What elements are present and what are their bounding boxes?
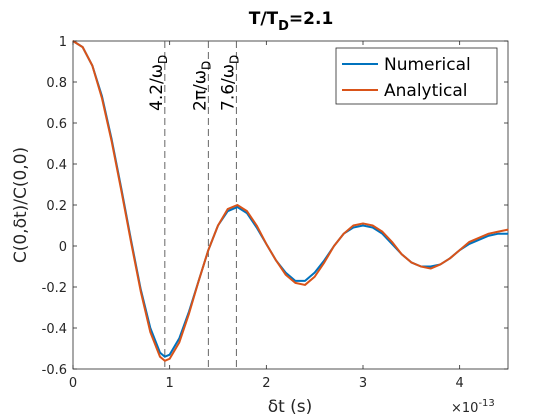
data-point-analytical [217, 224, 219, 227]
data-point-analytical [130, 241, 132, 243]
x-tick-label: 0 [69, 376, 77, 391]
data-point-analytical [488, 233, 490, 235]
data-point-analytical [82, 46, 84, 48]
data-point-numerical [468, 243, 470, 245]
tick-layer: 0 1 2 3 4 -0.6 -0.4 -0.2 0 0.2 0.4 0.6 0.8 1 [42, 35, 508, 391]
data-point-analytical [449, 257, 451, 259]
data-point-numerical [314, 272, 316, 274]
data-point-numerical [159, 352, 161, 354]
x-tick-label: 3 [359, 376, 367, 391]
data-point-analytical [101, 97, 103, 99]
data-point-numerical [507, 233, 509, 235]
y-tick-label: 0 [59, 240, 67, 255]
data-point-numerical [304, 280, 306, 282]
data-point-analytical [227, 208, 229, 210]
legend-label-numerical: Numerical [384, 55, 471, 75]
y-tick-label: 0.4 [46, 158, 67, 173]
data-point-analytical [314, 276, 316, 278]
data-point-analytical [381, 231, 383, 233]
y-axis-label: C(0,δt)/C(0,0) [11, 147, 31, 263]
data-point-analytical [159, 356, 161, 358]
data-point-analytical [164, 360, 166, 362]
x-axis-exponent: ×10-13 [451, 398, 495, 416]
data-point-numerical [352, 226, 354, 229]
data-point-analytical [285, 274, 287, 276]
data-point-analytical [207, 249, 209, 251]
annotation-label: 7.6/ωD [218, 55, 241, 111]
data-point-numerical [164, 356, 166, 358]
x-tick-label: 4 [456, 376, 464, 391]
y-tick-label: 0.6 [46, 117, 67, 132]
data-point-numerical [236, 206, 238, 208]
data-point-analytical [236, 204, 238, 206]
data-point-analytical [439, 263, 441, 266]
data-point-analytical [120, 190, 122, 192]
annotation-layer: 4.2/ωD 2π/ωD 7.6/ωD [147, 41, 241, 369]
data-point-numerical [430, 265, 432, 268]
data-point-analytical [507, 229, 509, 231]
y-tick-label: -0.2 [42, 281, 67, 296]
data-point-analytical [323, 261, 325, 263]
data-point-analytical [304, 284, 306, 286]
data-point-analytical [459, 249, 461, 251]
data-point-analytical [430, 267, 432, 270]
data-point-analytical [294, 282, 296, 284]
data-point-analytical [372, 224, 374, 227]
data-point-analytical [246, 210, 248, 212]
x-axis-label: δt (s) [268, 397, 313, 417]
data-point-analytical [497, 231, 499, 233]
data-point-analytical [333, 245, 335, 247]
data-point-analytical [188, 313, 190, 315]
y-tick-label: 0.8 [46, 76, 67, 91]
data-point-analytical [140, 290, 142, 292]
data-point-analytical [149, 331, 151, 333]
x-tick-label: 1 [166, 376, 174, 391]
data-point-numerical [372, 226, 374, 229]
data-point-numerical [488, 235, 490, 237]
data-point-analytical [468, 241, 470, 243]
legend: Numerical Analytical [335, 47, 498, 105]
data-point-analytical [178, 341, 180, 343]
data-point-analytical [391, 241, 393, 243]
data-point-analytical [275, 259, 277, 261]
data-point-analytical [362, 222, 364, 225]
data-point-analytical [169, 358, 171, 360]
data-point-analytical [420, 265, 422, 268]
series-layer [72, 40, 509, 362]
annotation-label: 2π/ωD [190, 61, 213, 111]
data-point-numerical [478, 239, 480, 241]
data-point-numerical [497, 233, 499, 235]
data-point-analytical [265, 243, 267, 245]
y-tick-label: -0.4 [42, 322, 67, 337]
legend-label-analytical: Analytical [384, 81, 467, 101]
y-tick-label: -0.6 [42, 363, 67, 378]
data-point-analytical [91, 65, 93, 67]
data-point-analytical [478, 237, 480, 239]
y-tick-label: 0.2 [46, 199, 67, 214]
x-tick-label: 2 [262, 376, 270, 391]
legend-box [335, 47, 498, 105]
chart-title: T/TD=2.1 [249, 9, 334, 34]
y-tick-label: 1 [59, 35, 67, 50]
data-point-analytical [198, 280, 200, 282]
data-point-analytical [256, 224, 258, 227]
data-point-numerical [169, 354, 171, 356]
data-point-numerical [362, 224, 364, 227]
data-point-analytical [410, 261, 412, 263]
data-point-analytical [352, 224, 354, 227]
data-point-analytical [343, 233, 345, 235]
data-point-analytical [111, 140, 113, 143]
data-point-analytical [401, 253, 403, 255]
annotation-label: 4.2/ωD [147, 55, 170, 111]
data-point-numerical [294, 280, 296, 282]
